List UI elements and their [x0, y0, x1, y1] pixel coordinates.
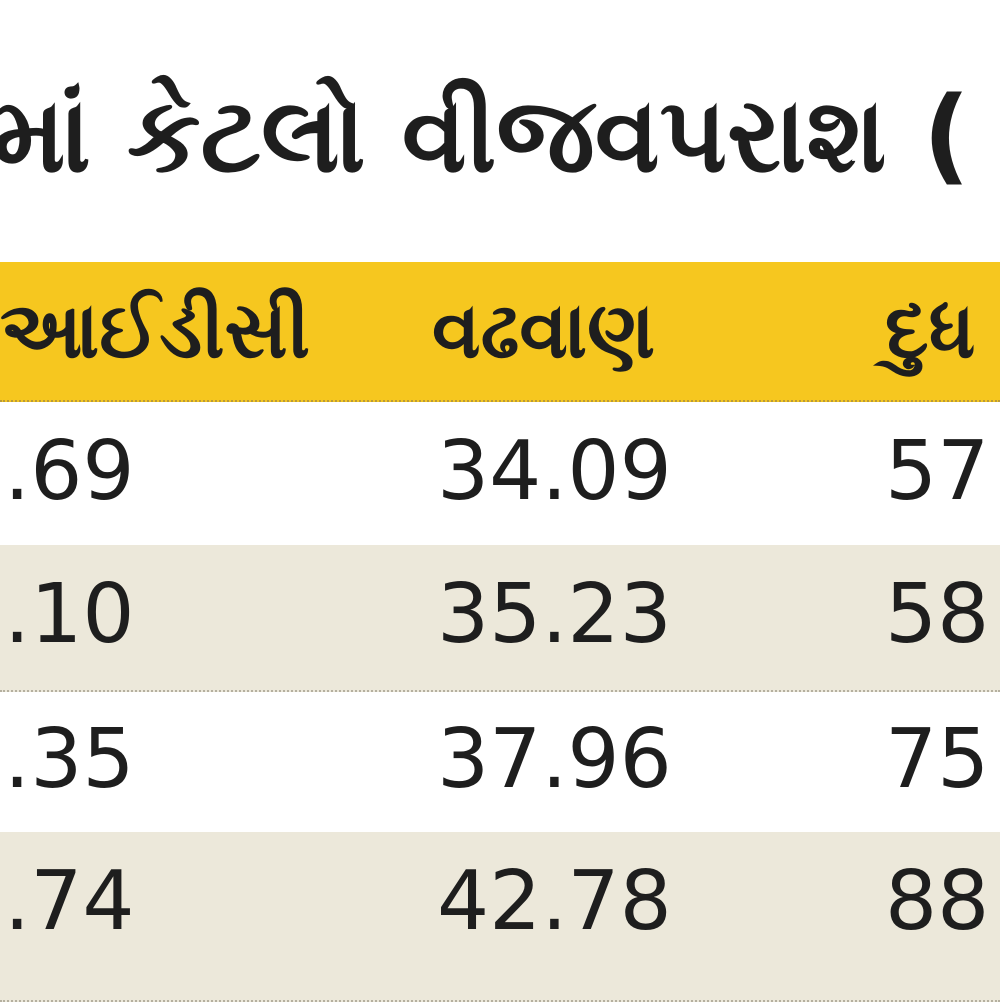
- table-row: 7.10 35.23 58: [0, 545, 1000, 692]
- table-cell: 35.23: [437, 567, 672, 662]
- table-cell: 2.74: [0, 854, 135, 949]
- table-row: 2.74 42.78 88: [0, 832, 1000, 1002]
- table-cell: 34.09: [437, 424, 672, 519]
- table-cell: 57: [885, 424, 990, 519]
- table-cell: 5.69: [0, 424, 135, 519]
- header-cell: દુધ: [885, 286, 976, 376]
- table-cell: 42.78: [437, 854, 672, 949]
- table-cell: 75: [885, 712, 990, 807]
- header-cell: વઢવાણ: [432, 286, 656, 376]
- table-header: આઈડીસી વઢવાણ દુધ: [0, 262, 1000, 402]
- table-row: 5.69 34.09 57: [0, 402, 1000, 547]
- table-cell: 88: [885, 854, 990, 949]
- table-row: 0.35 37.96 75: [0, 690, 1000, 834]
- table-cell: 58: [885, 567, 990, 662]
- title: માં કેટલો વીજવપરાશ (: [0, 74, 971, 196]
- table-cell: 37.96: [437, 712, 672, 807]
- table-cell: 0.35: [0, 712, 135, 807]
- table-cell: 7.10: [0, 567, 135, 662]
- header-cell: આઈડીસી: [0, 286, 311, 376]
